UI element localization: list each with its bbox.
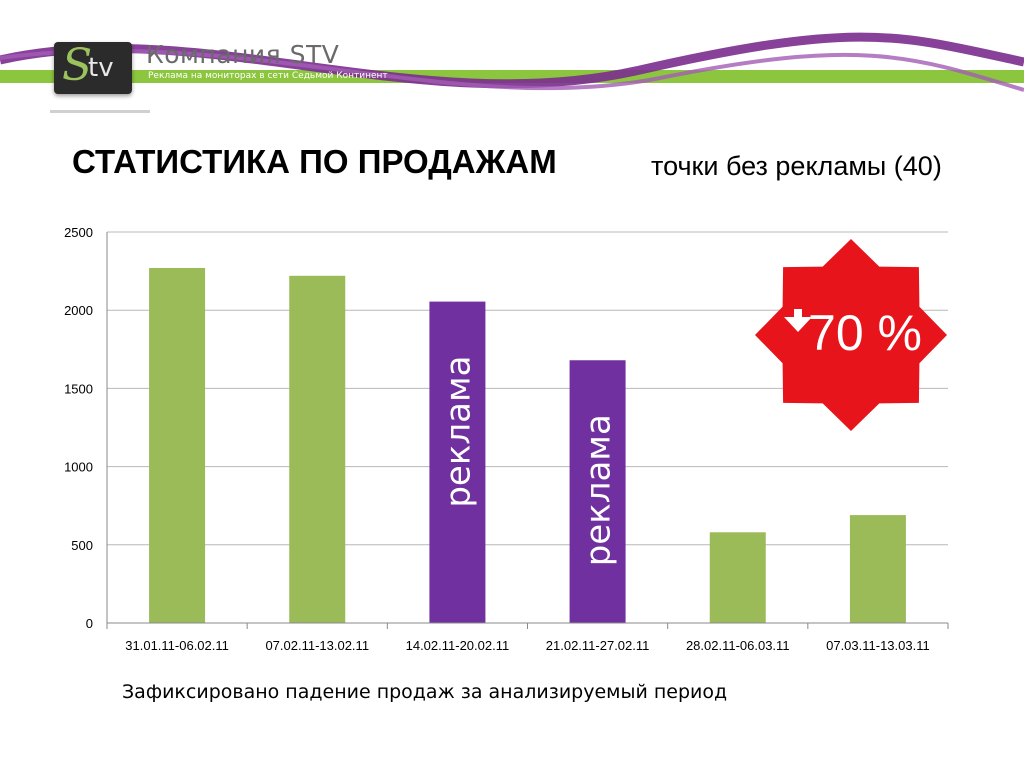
stv-logo: S tv — [54, 40, 132, 94]
logo-letters-tv: tv — [88, 53, 114, 83]
green-stripe — [0, 70, 1024, 83]
star-burst-shape — [755, 239, 947, 431]
y-tick-label: 2500 — [64, 225, 93, 240]
bar — [149, 267, 206, 623]
x-tick-label: 07.02.11-13.02.11 — [265, 638, 369, 653]
bar — [429, 301, 486, 623]
x-tick-label: 28.02.11-06.03.11 — [686, 638, 790, 653]
x-tick-label: 31.01.11-06.02.11 — [125, 638, 229, 653]
badge-percent: 70 % — [808, 305, 922, 361]
y-tick-label: 1500 — [64, 381, 93, 396]
page-title: СТАТИСТИКА ПО ПРОДАЖАМ — [72, 143, 557, 180]
decline-badge: 70 % — [755, 239, 947, 431]
x-tick-label: 07.03.11-13.03.11 — [826, 638, 930, 653]
y-tick-label: 1000 — [64, 460, 93, 475]
y-tick-label: 0 — [86, 616, 93, 631]
logo-shadow-line — [50, 110, 150, 113]
bar — [849, 515, 906, 623]
bar-label: реклама — [579, 414, 619, 566]
x-tick-label: 14.02.11-20.02.11 — [406, 638, 510, 653]
header-decoration — [0, 32, 1024, 113]
logo-letter-s: S — [62, 40, 93, 91]
footer-note: Зафиксировано падение продаж за анализир… — [122, 681, 728, 703]
y-tick-label: 500 — [71, 538, 93, 553]
sales-bar-chart: 0 500 1000 1500 2000 2500 31.01.11-06.02.11 07.… — [64, 225, 949, 653]
company-tagline: Реклама на мониторах в сети Седьмой Конт… — [148, 71, 388, 81]
arrow-down-icon — [784, 309, 812, 332]
purple-swoosh-thin — [0, 48, 1024, 92]
bar — [289, 275, 346, 623]
bar — [569, 360, 626, 623]
page-subtitle: точки без рекламы (40) — [651, 151, 942, 181]
y-tick-label: 2000 — [64, 303, 93, 318]
x-tick-label: 21.02.11-27.02.11 — [546, 638, 650, 653]
bar — [709, 532, 766, 623]
company-name: Компания STV — [146, 40, 340, 69]
bar-label: реклама — [438, 356, 478, 508]
